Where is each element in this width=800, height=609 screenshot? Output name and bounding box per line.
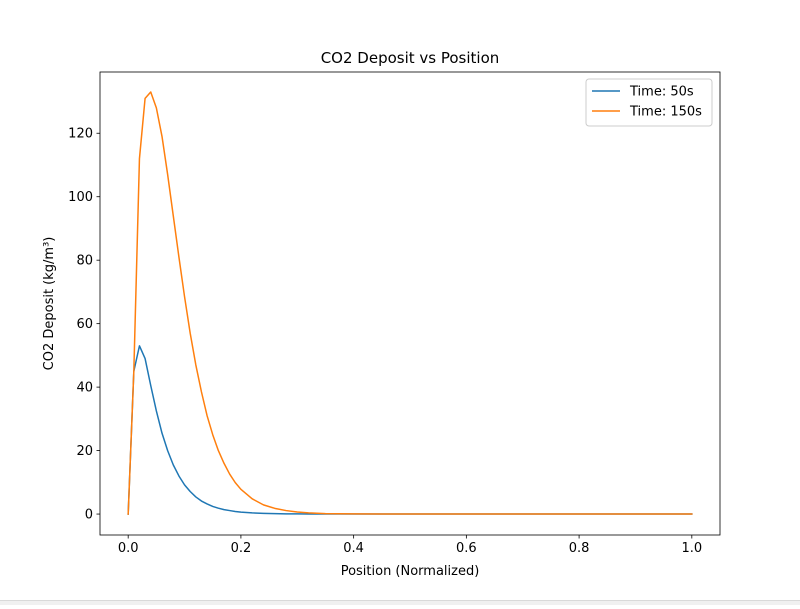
plot-background bbox=[100, 72, 720, 535]
y-tick-label: 120 bbox=[68, 127, 93, 142]
y-tick-label: 60 bbox=[76, 317, 93, 332]
y-tick-label: 20 bbox=[76, 444, 93, 459]
axes-layer: 0.0 0.2 0.4 0.6 0.8 1.0 0 20 40 60 80 100 120 bbox=[68, 71, 721, 556]
x-tick-label: 0.0 bbox=[118, 541, 139, 556]
x-tick-label: 0.6 bbox=[456, 541, 477, 556]
y-axis-label: CO2 Deposit (kg/m³) bbox=[42, 237, 57, 371]
chart-title: CO2 Deposit vs Position bbox=[321, 49, 500, 67]
legend-label-1: Time: 50s bbox=[629, 85, 694, 100]
y-tick-label: 0 bbox=[85, 508, 93, 523]
x-tick-label: 0.4 bbox=[343, 541, 364, 556]
axes-frame bbox=[99, 71, 721, 536]
legend-label-2: Time: 150s bbox=[629, 105, 702, 120]
y-tick-label: 40 bbox=[76, 381, 93, 396]
legend: Time: 50s Time: 150s bbox=[585, 78, 713, 127]
y-tick-label: 80 bbox=[76, 254, 93, 269]
y-tick-label: 100 bbox=[68, 190, 93, 205]
x-tick-label: 0.2 bbox=[231, 541, 252, 556]
x-axis-label: Position (Normalized) bbox=[341, 564, 480, 579]
plot-area bbox=[100, 72, 720, 535]
series-line-2 bbox=[127, 91, 693, 515]
x-tick-label: 1.0 bbox=[681, 541, 702, 556]
bottom-window-strip bbox=[0, 600, 800, 605]
series-layer bbox=[127, 91, 693, 515]
x-tick-label: 0.8 bbox=[569, 541, 590, 556]
